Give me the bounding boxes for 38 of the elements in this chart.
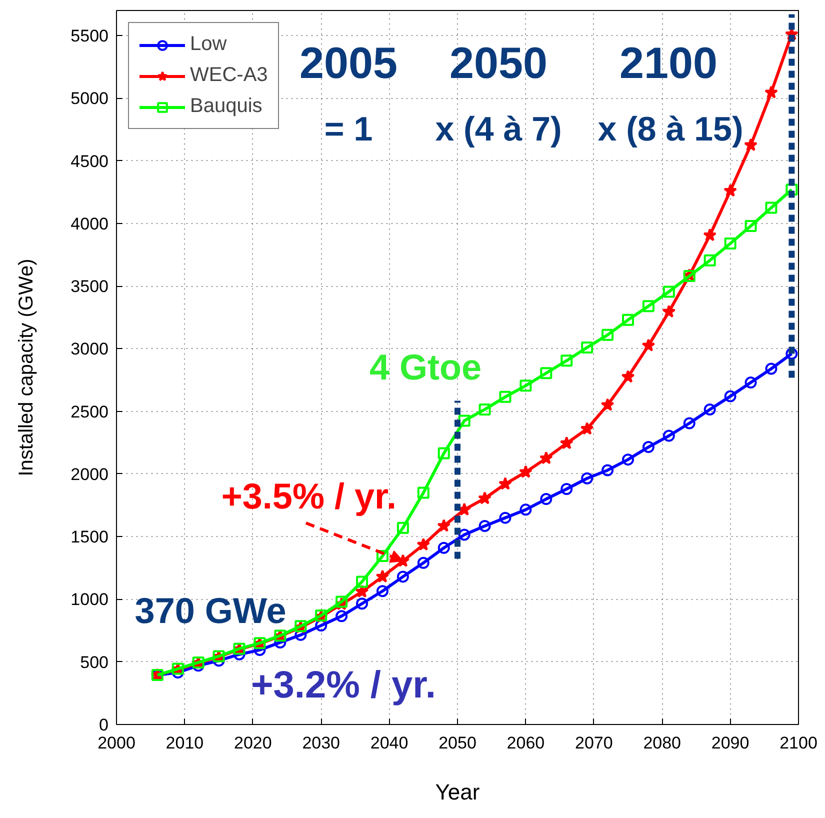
y-tick-label: 5000 — [70, 89, 109, 108]
y-tick-label: 0 — [99, 716, 109, 734]
y-tick-label: 1500 — [70, 528, 109, 547]
y-tick-label: 500 — [80, 652, 109, 672]
legend-label: Low — [190, 33, 227, 56]
y-tick-label: 4500 — [70, 152, 109, 171]
annotation: 370 GWe — [134, 590, 286, 631]
annotation: 2050 — [450, 39, 548, 88]
annotation: +3.5% / yr. — [221, 476, 397, 517]
annotation: 2005 — [300, 39, 398, 88]
x-tick-label: 2100 — [780, 734, 818, 752]
x-axis-title: Year — [435, 780, 480, 804]
y-axis-title: Installed capacity (GWe) — [16, 258, 38, 476]
x-tick-label: 2040 — [370, 734, 408, 752]
y-tick-label: 2500 — [70, 402, 109, 422]
legend-label: WEC-A3 — [190, 64, 268, 87]
x-tick-label: 2080 — [643, 734, 682, 752]
annotation: x (8 à 15) — [598, 110, 744, 148]
x-tick-label: 2060 — [506, 734, 545, 752]
legend-label: Bauquis — [190, 95, 262, 118]
annotation: 2100 — [620, 39, 718, 88]
annotation: = 1 — [324, 110, 373, 148]
x-tick-label: 2030 — [302, 734, 340, 752]
x-tick-label: 2070 — [574, 734, 613, 752]
x-tick-label: 2090 — [711, 734, 750, 752]
annotation: x (4 à 7) — [435, 110, 562, 148]
x-tick-label: 2000 — [98, 734, 136, 752]
x-tick-label: 2020 — [234, 734, 272, 752]
y-tick-label: 5500 — [70, 26, 109, 46]
annotation: 4 Gtoe — [369, 346, 482, 388]
annotation: +3.2% / yr. — [251, 664, 436, 706]
y-tick-label: 3000 — [70, 340, 109, 359]
x-tick-label: 2050 — [438, 734, 476, 752]
y-tick-label: 3500 — [70, 277, 109, 296]
y-tick-label: 1000 — [70, 590, 109, 610]
y-tick-label: 4000 — [70, 214, 109, 234]
x-tick-label: 2010 — [166, 734, 204, 752]
y-tick-label: 2000 — [70, 464, 109, 484]
